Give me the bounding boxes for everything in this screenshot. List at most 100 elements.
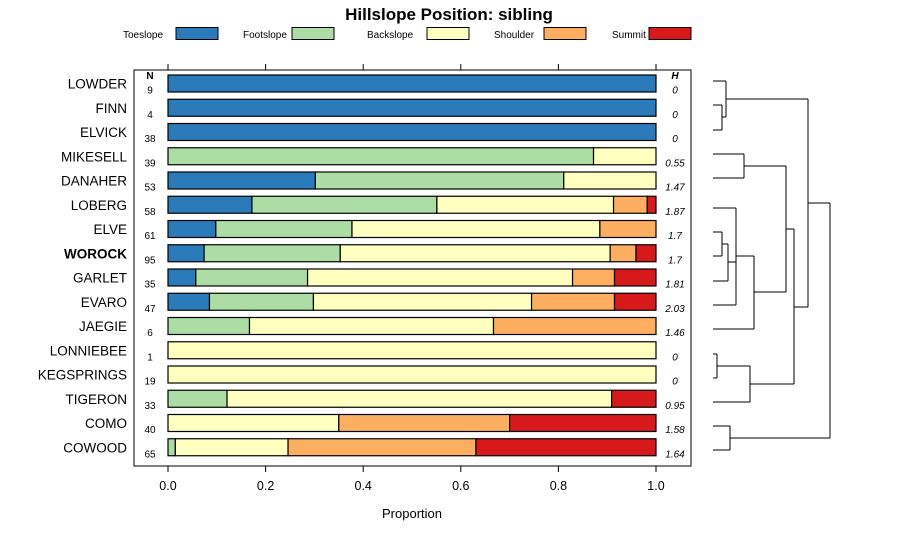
h-value-danaher: 1.47 [665,183,685,194]
bar-segment-loberg-summit [646,195,657,214]
n-value-lowder: 9 [147,86,153,97]
bar-segment-lonniebee-backslope [167,341,657,360]
n-value-elve: 61 [144,231,156,242]
n-column-header: N [146,71,153,82]
bar-row-finn: FINN 4 0 [96,98,678,121]
legend-swatch-toeslope [175,27,219,40]
x-axis: 0.0 0.2 0.4 0.6 0.8 1.0 [159,64,665,493]
bar-segment-cowood-shoulder [287,438,477,457]
x-tick-label-0: 0.0 [159,479,176,493]
bar-segment-finn-toeslope [167,98,657,117]
x-axis-title: Proportion [382,506,442,521]
bar-segment-como-summit [509,413,657,433]
bar-segment-cowood-backslope [174,438,289,457]
n-value-elvick: 38 [144,134,156,145]
bar-row-danaher: DANAHER 53 1.47 [61,171,685,194]
bar-segment-elve-footslope [215,219,353,239]
bar-segment-kegsprings-backslope [167,365,657,384]
bar-row-como: COMO 40 1.58 [85,413,685,436]
n-value-tigeron: 33 [144,401,156,412]
bar-segment-garlet-toeslope [167,268,197,287]
h-value-garlet: 1.81 [665,280,684,291]
bar-segment-elve-toeslope [167,219,217,239]
legend: Toeslope Footslope Backslope Shoulder Summit [123,27,692,41]
chart-title: Hillslope Position: sibling [345,5,553,24]
row-label-finn: FINN [96,101,128,116]
bar-segment-danaher-toeslope [167,171,316,190]
h-value-finn: 0 [672,110,678,121]
bar-segment-mikesell-footslope [167,147,595,166]
bar-row-evaro: EVARO 47 2.03 [81,292,685,315]
row-label-como: COMO [85,416,127,431]
bar-segment-loberg-toeslope [167,195,253,214]
bar-row-lonniebee: LONNIEBEE 1 0 [50,341,678,363]
bar-row-mikesell: MIKESELL 39 0.55 [61,147,685,169]
bar-row-elve: ELVE 61 1.7 [93,219,682,242]
h-value-elvick: 0 [672,134,678,145]
h-value-worock: 1.7 [668,255,682,266]
bar-row-jaegie: JAEGIE 6 1.46 [79,316,685,339]
row-label-loberg: LOBERG [71,198,127,213]
h-value-jaegie: 1.46 [665,328,685,339]
bar-segment-jaegie-backslope [248,316,495,336]
bar-segment-garlet-summit [613,268,657,287]
bar-segment-elvick-toeslope [167,122,657,142]
row-label-lonniebee: LONNIEBEE [50,343,127,358]
row-label-mikesell: MIKESELL [61,149,128,164]
n-value-cowood: 65 [144,449,156,460]
bar-row-elvick: ELVICK 38 0 [80,122,678,145]
n-value-jaegie: 6 [147,328,153,339]
bar-segment-loberg-footslope [251,195,438,214]
h-value-mikesell: 0.55 [665,158,685,169]
bar-segment-worock-backslope [339,244,611,263]
bar-segment-cowood-footslope [167,438,176,457]
bar-segment-evaro-footslope [208,292,315,311]
bar-row-lowder: LOWDER 9 0 [68,74,678,97]
bar-segment-garlet-footslope [195,268,309,287]
legend-label-shoulder: Shoulder [494,30,535,41]
bar-row-worock: WOROCK 95 1.7 [64,244,682,266]
legend-swatch-summit [648,27,692,40]
n-value-loberg: 58 [144,207,156,218]
bar-segment-tigeron-summit [610,389,657,408]
bar-row-kegsprings: KEGSPRINGS 19 0 [38,365,678,388]
n-value-finn: 4 [147,110,153,121]
n-value-como: 40 [144,425,156,436]
row-label-kegsprings: KEGSPRINGS [38,368,127,383]
bar-segment-worock-shoulder [609,244,637,263]
bar-segment-danaher-footslope [314,171,565,190]
legend-label-toeslope: Toeslope [123,30,163,41]
h-value-cowood: 1.64 [665,449,685,460]
x-tick-label-1: 0.2 [257,479,274,493]
row-label-lowder: LOWDER [68,77,128,92]
bar-row-tigeron: TIGERON 33 0.95 [65,389,685,412]
row-label-elvick: ELVICK [80,125,127,140]
bar-segment-tigeron-backslope [226,389,613,408]
bar-segment-jaegie-footslope [167,316,251,336]
row-label-tigeron: TIGERON [65,392,127,407]
x-tick-label-4: 0.8 [550,479,567,493]
x-tick-label-2: 0.4 [355,479,372,493]
bar-segment-mikesell-backslope [592,147,657,166]
x-tick-label-5: 1.0 [647,479,664,493]
h-value-como: 1.58 [665,425,685,436]
bar-segment-elve-shoulder [599,219,657,239]
h-value-tigeron: 0.95 [665,401,685,412]
row-label-cowood: COWOOD [63,440,127,455]
n-value-garlet: 35 [144,280,156,291]
bar-segment-evaro-shoulder [530,292,616,311]
legend-label-footslope: Footslope [243,30,287,41]
h-value-elve: 1.7 [668,231,682,242]
bar-segment-garlet-backslope [306,268,574,287]
n-value-danaher: 53 [144,183,156,194]
bar-segment-tigeron-footslope [167,389,228,408]
bar-segment-como-shoulder [338,413,511,433]
bar-segment-jaegie-shoulder [492,316,657,336]
n-value-kegsprings: 19 [144,377,156,388]
bar-row-cowood: COWOOD 65 1.64 [63,438,685,460]
bar-segment-garlet-shoulder [571,268,616,287]
bar-row-loberg: LOBERG 58 1.87 [71,195,685,218]
h-column-header: H [671,71,679,82]
